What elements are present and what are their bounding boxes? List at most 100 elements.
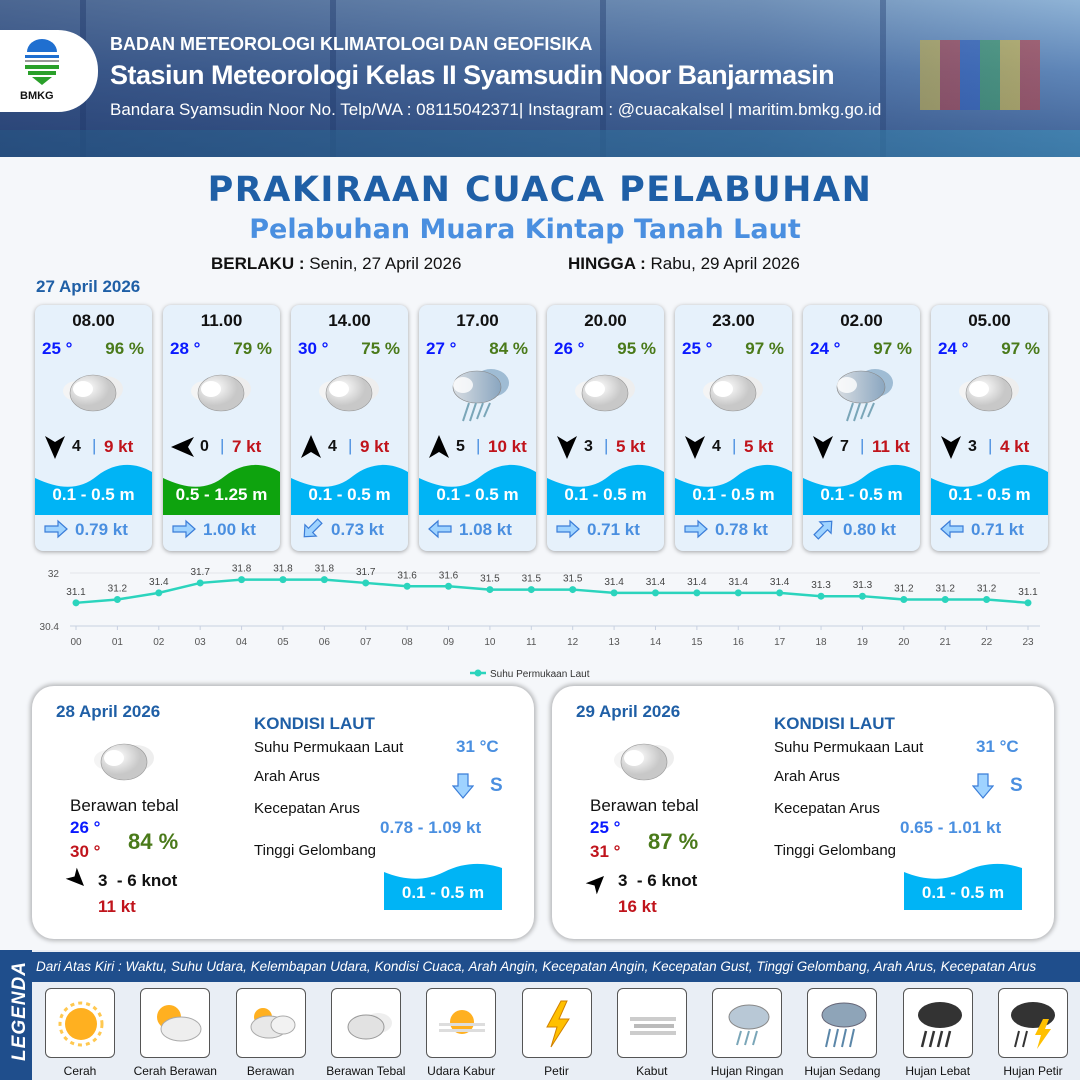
air-temperature: 25 ° [682,339,713,358]
humidity: 97 % [745,339,784,358]
wind-direction-icon [41,433,69,461]
sst-data-label: 31.4 [687,577,707,588]
wave-height-label: Tinggi Gelombang [774,842,897,859]
wind-speed: 5 [456,438,465,455]
humidity: 96 % [105,339,144,358]
legend-sidebar [0,950,32,1080]
x-tick-label: 21 [940,637,952,648]
valid-to: HINGGA : Rabu, 29 April 2026 [568,254,800,274]
current-speed: 0.71 kt [587,520,640,539]
gust-speed: 11 kt [872,437,910,456]
y-tick-label: 32 [48,569,60,580]
berawan-icon [235,988,306,1058]
sst-data-label: 31.4 [646,577,666,588]
wave-height: 0.1 - 0.5 m [52,485,135,504]
valid-from-label: BERLAKU : [211,254,305,273]
separator: | [860,436,865,455]
y-tick-label: 30.4 [40,622,60,633]
sst-point [403,582,411,590]
wind-direction-icon [425,433,453,461]
separator: | [92,436,97,455]
sst-data-label: 31.2 [108,584,128,595]
sst-data-label: 31.6 [439,570,459,581]
current-direction-value: S [1010,775,1023,796]
sst-point [734,589,742,597]
gust-speed: 11 kt [98,897,136,916]
wind-speed: 0 [200,438,209,455]
max-temperature: 31 ° [590,842,621,861]
sst-point [693,589,701,597]
wave-height: 0.5 - 1.25 m [175,485,268,504]
legend-marker [474,669,482,677]
gust-speed: 5 kt [616,437,646,456]
sst-point [527,586,535,594]
sst-line [75,578,1029,605]
separator: | [604,436,609,455]
current-direction-label: Arah Arus [774,768,840,785]
gust-speed: 7 kt [232,437,262,456]
forecast-time: 08.00 [72,311,115,330]
kabut-icon [616,988,687,1058]
humidity: 84 % [489,339,528,358]
wave-shape [931,464,1048,515]
sst-data-label: 31.6 [397,570,417,581]
hujan-lebat-icon [902,988,973,1058]
sst-data-label: 31.7 [356,567,376,578]
sst-value: 31 °C [456,737,499,756]
sst-point [113,596,121,603]
x-tick-label: 20 [898,637,910,648]
berawan-tebal-icon [330,988,401,1058]
x-tick-label: 01 [112,637,124,648]
sst-data-label: 31.4 [729,577,749,588]
sst-point [900,596,908,603]
current-speed: 0.73 kt [331,520,384,539]
wind-direction-icon [809,433,837,461]
sst-data-label: 31.8 [273,564,293,575]
air-temperature: 26 ° [554,339,585,358]
station-name: Stasiun Meteorologi Kelas II Syamsudin N… [110,60,835,90]
wind-speed: 3 - 6 knot [618,871,698,890]
sst-point [610,589,618,597]
separator: | [732,436,737,455]
sst-point [155,589,163,597]
current-speed-value: 0.78 - 1.09 kt [380,818,482,837]
sst-label: Suhu Permukaan Laut [254,739,404,756]
page-subtitle: Pelabuhan Muara Kintap Tanah Laut [249,214,801,245]
current-speed: 1.00 kt [203,520,256,539]
current-direction-icon [41,516,71,542]
wind-speed: 4 [712,438,721,455]
wind-direction-icon [585,870,610,895]
sst-data-label: 31.5 [480,574,500,585]
x-tick-label: 00 [70,637,82,648]
valid-to-label: HINGGA : [568,254,646,273]
forecast-card: 20.00 26 ° 95 % 3 | 5 kt 0.1 - 0.5 m 0.7… [547,305,664,551]
valid-from: BERLAKU : Senin, 27 April 2026 [211,254,461,274]
separator: | [988,436,993,455]
sst-point [941,596,949,603]
air-temperature: 24 ° [810,339,841,358]
wind-direction-icon [937,433,965,461]
gust-speed: 16 kt [618,897,657,916]
sea-condition-title: KONDISI LAUT [254,714,375,733]
sst-point [651,589,659,597]
legend-item-label: Petir [544,1064,569,1078]
legend-item-label: Hujan Lebat [905,1064,971,1078]
sst-point [817,592,825,600]
humidity: 75 % [361,339,400,358]
contact-info: Bandara Syamsudin Noor No. Telp/WA : 081… [110,100,882,119]
wind-direction-icon [681,433,709,461]
x-tick-label: 18 [815,637,827,648]
sst-data-label: 31.5 [522,574,542,585]
legend-item-label: Cerah Berawan [133,1064,217,1078]
legend-description: Dari Atas Kiri : Waktu, Suhu Udara, Kele… [32,952,1080,982]
x-tick-label: 09 [443,637,455,648]
panel-date: 28 April 2026 [56,702,161,721]
sst-data-label: 31.3 [811,580,831,591]
wave-shape [384,863,502,910]
current-direction-icon [809,516,839,542]
x-tick-label: 06 [319,637,331,648]
weather-condition: Berawan tebal [590,796,699,815]
sst-data-label: 31.4 [604,577,624,588]
wave-shape [675,464,792,515]
current-direction-icon [169,516,199,542]
